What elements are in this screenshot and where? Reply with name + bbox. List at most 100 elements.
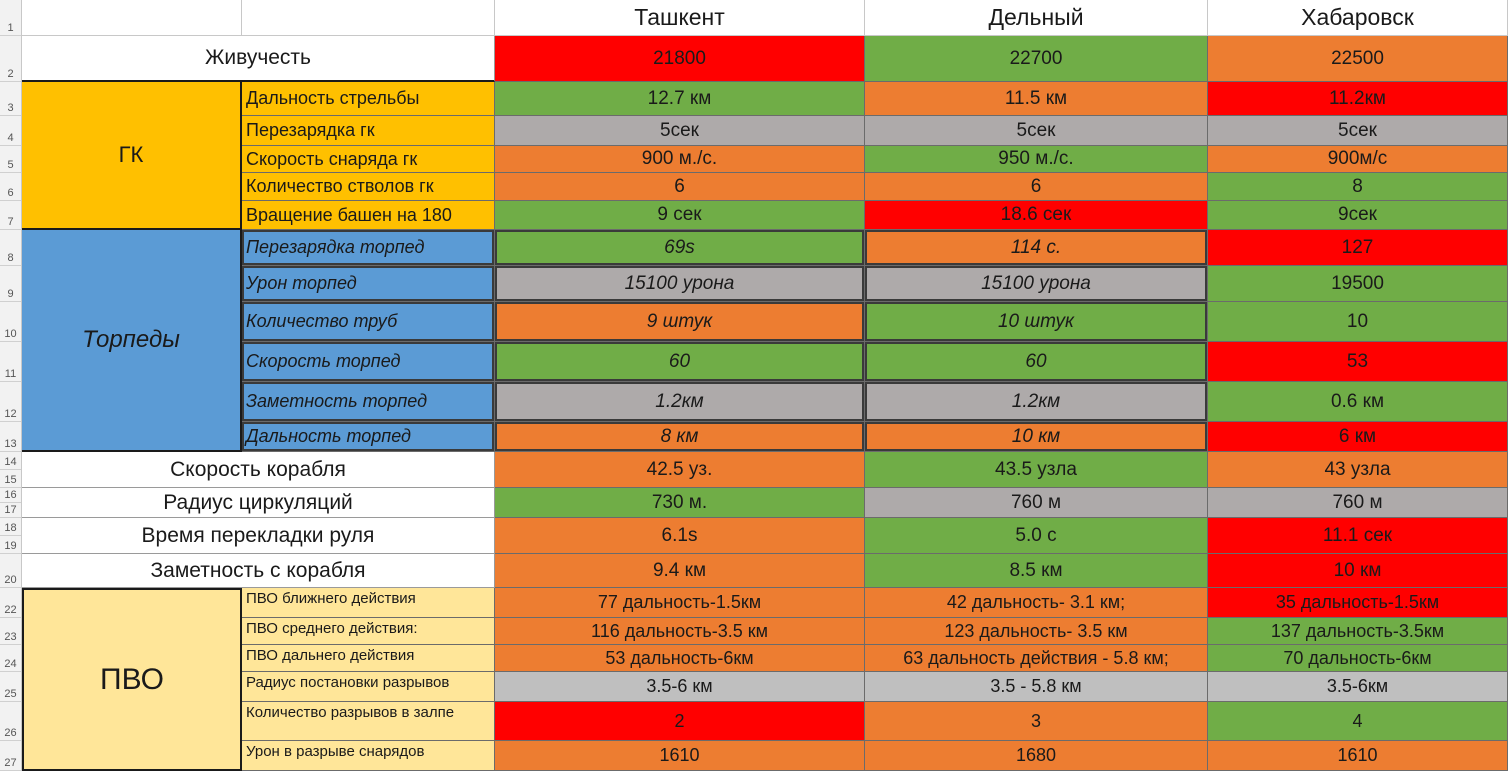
param-label-cell[interactable]: ПВО среднего действия: (242, 618, 495, 645)
value-cell[interactable]: 127 (1208, 230, 1508, 266)
value-cell[interactable]: 760 м (1208, 488, 1508, 518)
row-number[interactable]: 6 (0, 173, 22, 201)
row-number[interactable]: 4 (0, 116, 22, 146)
value-cell[interactable]: 6 км (1208, 422, 1508, 452)
survivability-label-cell[interactable]: Живучесть (22, 36, 495, 82)
value-cell[interactable]: 19500 (1208, 266, 1508, 302)
value-cell[interactable]: 137 дальность-3.5км (1208, 618, 1508, 645)
row-number[interactable]: 20 (0, 554, 22, 588)
row-number[interactable]: 17 (0, 503, 22, 518)
row-number[interactable]: 22 (0, 588, 22, 618)
value-cell[interactable]: 42.5 уз. (495, 452, 865, 488)
column-header[interactable]: Хабаровск (1208, 0, 1508, 36)
param-label-cell[interactable]: Урон торпед (242, 266, 495, 302)
value-cell[interactable]: 70 дальность-6км (1208, 645, 1508, 672)
value-cell[interactable]: 10 км (1208, 554, 1508, 588)
row-number[interactable]: 14 (0, 452, 22, 470)
param-label-cell[interactable]: Скорость корабля (22, 452, 495, 488)
param-label-cell[interactable]: Перезарядка торпед (242, 230, 495, 266)
value-cell[interactable]: 6 (495, 173, 865, 201)
value-cell[interactable]: 730 м. (495, 488, 865, 518)
value-cell[interactable]: 8 км (495, 422, 865, 452)
value-cell[interactable]: 18.6 сек (865, 201, 1208, 230)
value-cell[interactable]: 43 узла (1208, 452, 1508, 488)
param-label-cell[interactable]: Перезарядка гк (242, 116, 495, 146)
param-label-cell[interactable]: Заметность торпед (242, 382, 495, 422)
row-number[interactable]: 25 (0, 672, 22, 702)
torpedoes-group-cell[interactable]: Торпеды (22, 230, 242, 452)
value-cell[interactable]: 5сек (865, 116, 1208, 146)
row-number[interactable]: 7 (0, 201, 22, 230)
row-number[interactable]: 27 (0, 741, 22, 771)
value-cell[interactable]: 9 штук (495, 302, 865, 342)
value-cell[interactable]: 9 сек (495, 201, 865, 230)
value-cell[interactable]: 8.5 км (865, 554, 1208, 588)
value-cell[interactable]: 12.7 км (495, 82, 865, 116)
value-cell[interactable]: 760 м (865, 488, 1208, 518)
value-cell[interactable]: 15100 урона (495, 266, 865, 302)
value-cell[interactable]: 5сек (495, 116, 865, 146)
value-cell[interactable]: 3.5 - 5.8 км (865, 672, 1208, 702)
row-number[interactable]: 19 (0, 536, 22, 554)
value-cell[interactable]: 21800 (495, 36, 865, 82)
value-cell[interactable]: 60 (865, 342, 1208, 382)
param-label-cell[interactable]: Количество труб (242, 302, 495, 342)
row-number[interactable]: 8 (0, 230, 22, 266)
param-label-cell[interactable]: ПВО дальнего действия (242, 645, 495, 672)
param-label-cell[interactable]: Урон в разрыве снарядов (242, 741, 495, 771)
row-number[interactable]: 26 (0, 702, 22, 741)
value-cell[interactable]: 10 км (865, 422, 1208, 452)
row-number[interactable]: 3 (0, 82, 22, 116)
value-cell[interactable]: 3.5-6км (1208, 672, 1508, 702)
param-label-cell[interactable]: Радиус циркуляций (22, 488, 495, 518)
value-cell[interactable]: 60 (495, 342, 865, 382)
value-cell[interactable]: 900м/с (1208, 146, 1508, 173)
value-cell[interactable]: 116 дальность-3.5 км (495, 618, 865, 645)
value-cell[interactable]: 53 дальность-6км (495, 645, 865, 672)
value-cell[interactable]: 69s (495, 230, 865, 266)
value-cell[interactable]: 15100 урона (865, 266, 1208, 302)
gk-group-cell[interactable]: ГК (22, 82, 242, 230)
value-cell[interactable]: 22500 (1208, 36, 1508, 82)
row-number[interactable]: 24 (0, 645, 22, 672)
value-cell[interactable]: 114 с. (865, 230, 1208, 266)
value-cell[interactable]: 5.0 с (865, 518, 1208, 554)
row-number[interactable]: 2 (0, 36, 22, 82)
value-cell[interactable]: 123 дальность- 3.5 км (865, 618, 1208, 645)
value-cell[interactable]: 950 м./с. (865, 146, 1208, 173)
value-cell[interactable]: 42 дальность- 3.1 км; (865, 588, 1208, 618)
value-cell[interactable]: 10 штук (865, 302, 1208, 342)
value-cell[interactable]: 0.6 км (1208, 382, 1508, 422)
param-label-cell[interactable]: Скорость торпед (242, 342, 495, 382)
value-cell[interactable]: 900 м./с. (495, 146, 865, 173)
value-cell[interactable]: 9.4 км (495, 554, 865, 588)
value-cell[interactable]: 3.5-6 км (495, 672, 865, 702)
param-label-cell[interactable]: Дальность торпед (242, 422, 495, 452)
row-number[interactable]: 11 (0, 342, 22, 382)
value-cell[interactable]: 53 (1208, 342, 1508, 382)
row-number[interactable]: 16 (0, 488, 22, 503)
param-label-cell[interactable]: ПВО ближнего действия (242, 588, 495, 618)
row-number[interactable]: 15 (0, 470, 22, 488)
value-cell[interactable]: 1680 (865, 741, 1208, 771)
value-cell[interactable]: 9сек (1208, 201, 1508, 230)
param-label-cell[interactable]: Количество разрывов в залпе (242, 702, 495, 741)
value-cell[interactable]: 1610 (495, 741, 865, 771)
row-number[interactable]: 12 (0, 382, 22, 422)
param-label-cell[interactable]: Количество стволов гк (242, 173, 495, 201)
row-number[interactable]: 5 (0, 146, 22, 173)
value-cell[interactable]: 6 (865, 173, 1208, 201)
param-label-cell[interactable]: Скорость снаряда гк (242, 146, 495, 173)
param-label-cell[interactable]: Заметность с корабля (22, 554, 495, 588)
pvo-group-cell[interactable]: ПВО (22, 588, 242, 771)
value-cell[interactable]: 11.1 сек (1208, 518, 1508, 554)
row-number[interactable]: 13 (0, 422, 22, 452)
row-number[interactable]: 1 (0, 0, 22, 36)
value-cell[interactable]: 3 (865, 702, 1208, 741)
param-label-cell[interactable]: Радиус постановки разрывов (242, 672, 495, 702)
param-label-cell[interactable]: Вращение башен на 180 (242, 201, 495, 230)
value-cell[interactable]: 77 дальность-1.5км (495, 588, 865, 618)
value-cell[interactable]: 22700 (865, 36, 1208, 82)
value-cell[interactable]: 35 дальность-1.5км (1208, 588, 1508, 618)
value-cell[interactable]: 63 дальность действия - 5.8 км; (865, 645, 1208, 672)
